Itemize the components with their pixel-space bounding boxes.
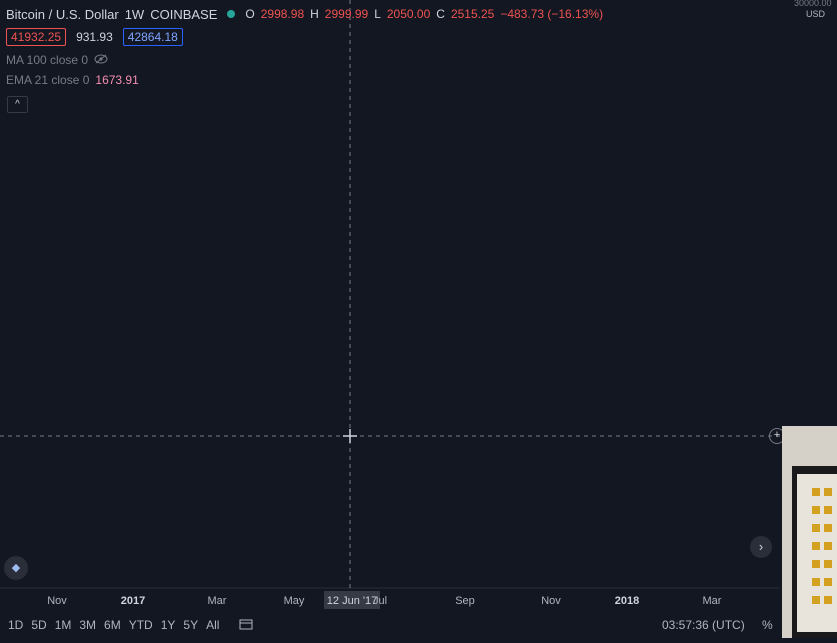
timeframe-all[interactable]: All bbox=[206, 618, 220, 632]
open-label: O bbox=[245, 7, 255, 21]
buy-price-button[interactable]: 42864.18 bbox=[122, 28, 183, 46]
hidden-eye-icon[interactable] bbox=[94, 53, 108, 67]
percent-scale-toggle[interactable]: % bbox=[762, 618, 773, 632]
low-label: L bbox=[374, 7, 381, 21]
close-value: 2515.25 bbox=[450, 7, 495, 21]
market-status-icon bbox=[227, 10, 236, 18]
close-label: C bbox=[436, 7, 445, 21]
price-tick-label-clipped: 30000.00 bbox=[794, 0, 832, 8]
time-tick-label: Mar bbox=[208, 595, 227, 607]
crosshair-date-label-bg bbox=[324, 591, 380, 609]
sell-price-button[interactable]: 41932.25 bbox=[6, 28, 67, 46]
spread-value: 931.93 bbox=[76, 30, 113, 44]
time-tick-label: Sep bbox=[455, 595, 475, 607]
time-tick-label: May bbox=[284, 595, 305, 607]
tradingview-logo-icon[interactable]: ◆ bbox=[4, 556, 28, 580]
clock-time[interactable]: 03:57:36 (UTC) bbox=[662, 618, 745, 632]
timeframe-5y[interactable]: 5Y bbox=[183, 618, 199, 632]
timeframe-1d[interactable]: 1D bbox=[8, 618, 24, 632]
legend: Bitcoin / U.S. Dollar 1W COINBASE O 2998.… bbox=[6, 5, 603, 90]
change-value: −483.73 (−16.13%) bbox=[500, 7, 604, 21]
scroll-to-realtime-button[interactable]: › bbox=[750, 536, 772, 558]
timeframe-3m[interactable]: 3M bbox=[79, 618, 97, 632]
symbol-title[interactable]: Bitcoin / U.S. Dollar bbox=[6, 6, 119, 22]
bid-ask-row: 41932.25 931.93 42864.18 bbox=[6, 28, 603, 46]
high-label: H bbox=[310, 7, 319, 21]
timeframe-6m[interactable]: 6M bbox=[104, 618, 121, 632]
indicator-ma[interactable]: MA 100 close 0 bbox=[6, 50, 603, 70]
bottom-toolbar: 1D 5D 1M 3M 6M YTD 1Y 5Y All 03:57:36 (U… bbox=[0, 612, 780, 638]
currency-label: USD bbox=[806, 9, 826, 19]
open-value: 2998.98 bbox=[260, 7, 305, 21]
collapse-legend-button[interactable]: ^ bbox=[7, 96, 28, 113]
interval-label[interactable]: 1W bbox=[124, 6, 145, 22]
indicator-ema[interactable]: EMA 21 close 0 1673.91 bbox=[6, 70, 603, 90]
timeframe-1y[interactable]: 1Y bbox=[160, 618, 176, 632]
indicator-ma-label: MA 100 close 0 bbox=[6, 53, 89, 67]
date-range-icon[interactable] bbox=[239, 618, 253, 633]
timeframe-5d[interactable]: 5D bbox=[31, 618, 47, 632]
high-value: 2999.99 bbox=[324, 7, 369, 21]
crosshair-date-label: 12 Jun '17 bbox=[327, 595, 377, 607]
webcam-overlay bbox=[782, 426, 837, 638]
time-tick-label: Nov bbox=[541, 595, 561, 607]
time-tick-label: Mar bbox=[703, 595, 722, 607]
time-tick-label: 2018 bbox=[615, 595, 639, 607]
timeframe-ytd[interactable]: YTD bbox=[128, 618, 153, 632]
symbol-row: Bitcoin / U.S. Dollar 1W COINBASE O 2998.… bbox=[6, 5, 603, 23]
time-tick-label: Jul bbox=[373, 595, 387, 607]
time-tick-label: 2017 bbox=[121, 595, 145, 607]
indicator-ema-value: 1673.91 bbox=[95, 73, 139, 87]
timeframe-1m[interactable]: 1M bbox=[54, 618, 72, 632]
low-value: 2050.00 bbox=[386, 7, 431, 21]
indicator-ema-label: EMA 21 close 0 bbox=[6, 73, 90, 87]
exchange-label: COINBASE bbox=[150, 6, 218, 22]
time-tick-label: Nov bbox=[47, 595, 67, 607]
crosshair-cursor-icon bbox=[343, 429, 357, 443]
